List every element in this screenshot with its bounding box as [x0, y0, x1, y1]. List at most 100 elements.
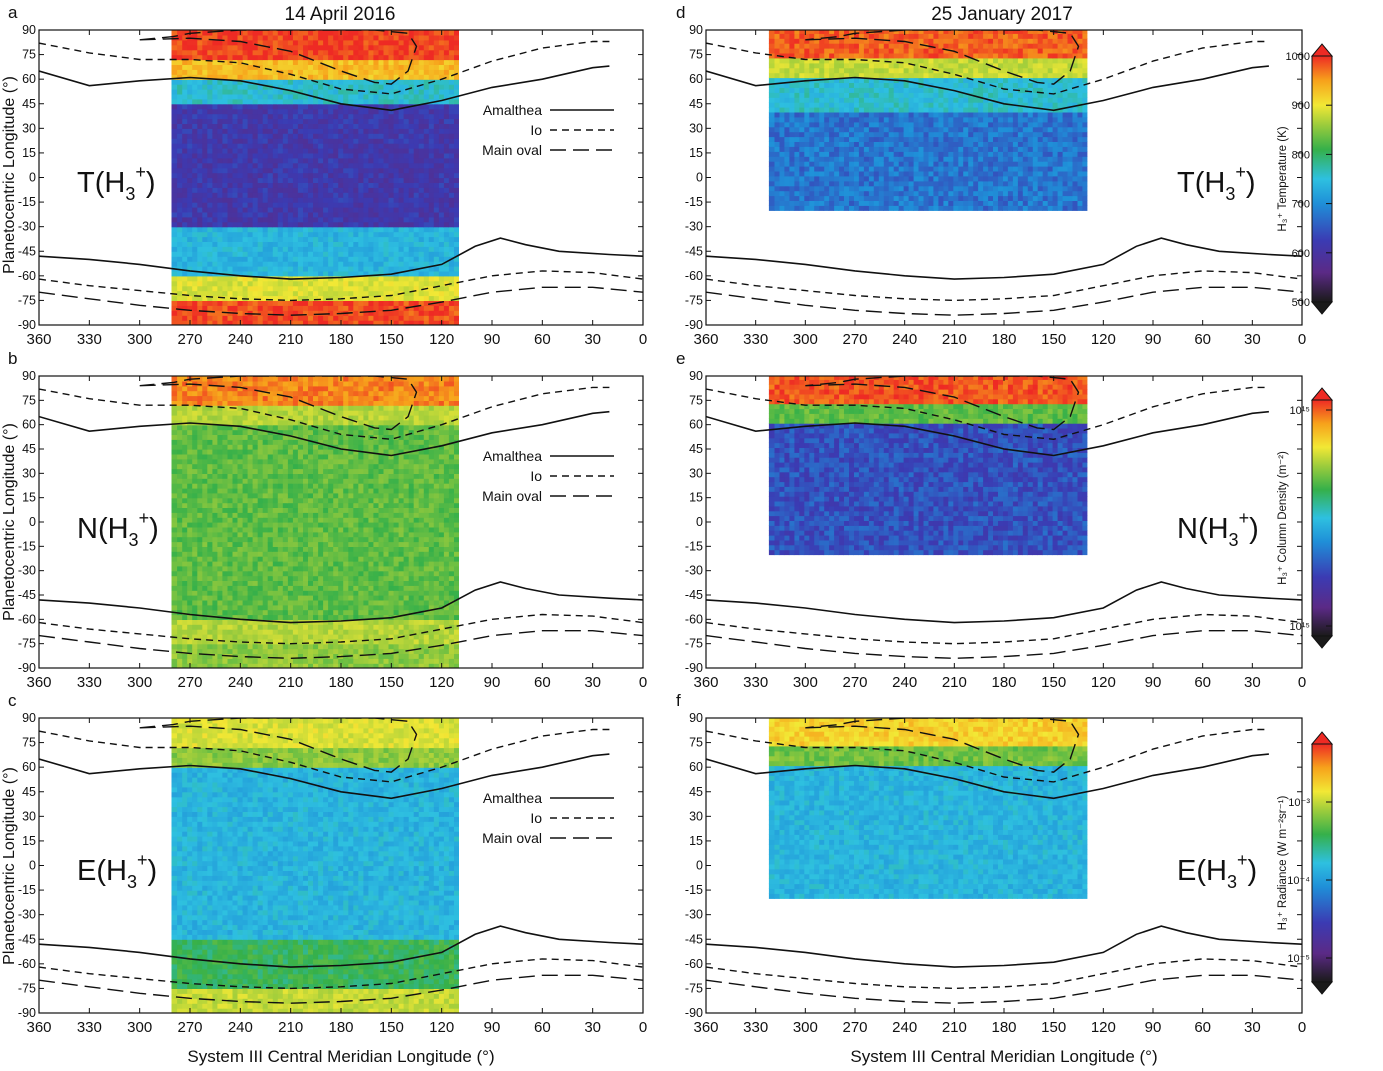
heatmap-cell [342, 157, 349, 164]
heatmap-cell [231, 595, 238, 601]
heatmap-cell [357, 590, 364, 596]
heatmap-cell [423, 604, 429, 611]
heatmap-cell [252, 93, 258, 100]
heatmap-cell [206, 84, 213, 90]
heatmap-cell [377, 84, 384, 90]
heatmap-cell [367, 663, 374, 668]
heatmap-cell [297, 541, 303, 547]
heatmap-cell [332, 103, 339, 110]
heatmap-cell [277, 103, 283, 110]
heatmap-cell [302, 197, 308, 203]
heatmap-cell [352, 157, 359, 164]
heatmap-cell [322, 44, 329, 51]
heatmap-cell [347, 241, 354, 247]
heatmap-cell [332, 197, 339, 203]
heatmap-cell [297, 167, 303, 174]
heatmap-cell [297, 148, 303, 154]
heatmap-cell [352, 54, 359, 61]
heatmap-cell [237, 595, 243, 601]
heatmap-cell [247, 113, 253, 120]
heatmap-cell [176, 570, 183, 577]
heatmap-cell [372, 585, 379, 591]
heatmap-cell [176, 221, 183, 228]
heatmap-cell [398, 251, 404, 257]
heatmap-cell [302, 261, 308, 267]
heatmap-cell [247, 580, 253, 586]
heatmap-cell [337, 580, 344, 586]
heatmap-cell [297, 211, 303, 218]
heatmap-cell [322, 177, 329, 183]
heatmap-cell [257, 207, 263, 213]
heatmap-cell [242, 93, 248, 100]
heatmap-cell [302, 604, 308, 611]
heatmap-cell [403, 595, 409, 601]
heatmap-cell [372, 192, 379, 198]
heatmap-cell [332, 69, 339, 75]
heatmap-cell [252, 187, 258, 193]
heatmap-cell [277, 546, 283, 552]
heatmap-cell [267, 560, 273, 567]
heatmap-cell [267, 604, 273, 611]
heatmap-cell [312, 89, 319, 95]
heatmap-cell [337, 570, 344, 577]
heatmap-cell [231, 261, 238, 267]
heatmap-cell [388, 575, 394, 581]
heatmap-cell [342, 560, 349, 567]
heatmap-cell [277, 187, 283, 193]
heatmap-cell [453, 315, 459, 321]
heatmap-cell [191, 84, 198, 90]
heatmap-cell [237, 295, 243, 301]
heatmap-cell [302, 310, 308, 316]
heatmap-cell [443, 541, 449, 547]
heatmap-cell [237, 226, 243, 233]
heatmap-cell [408, 266, 414, 272]
heatmap-cell [287, 197, 293, 203]
heatmap-cell [423, 290, 429, 297]
heatmap-cell [237, 44, 243, 51]
heatmap-cell [423, 619, 429, 625]
heatmap-cell [393, 231, 399, 238]
heatmap-cell [362, 580, 369, 586]
heatmap-cell [327, 295, 334, 301]
heatmap-cell [433, 629, 439, 635]
heatmap-cell [176, 270, 183, 277]
heatmap-cell [342, 251, 349, 257]
heatmap-cell [342, 192, 349, 198]
heatmap-cell [438, 658, 444, 664]
heatmap-cell [242, 595, 248, 601]
heatmap-cell [352, 648, 359, 654]
heatmap-cell [287, 221, 293, 228]
heatmap-cell [292, 629, 298, 635]
heatmap-cell [181, 172, 188, 179]
heatmap-cell [317, 34, 324, 41]
heatmap-cell [196, 138, 203, 144]
heatmap-cell [237, 638, 243, 645]
heatmap-cell [362, 648, 369, 654]
heatmap-cell [372, 648, 379, 654]
heatmap-cell [377, 138, 384, 144]
heatmap-cell [221, 585, 228, 591]
heatmap-cell [362, 633, 369, 640]
heatmap-cell [393, 658, 399, 664]
heatmap-cell [327, 575, 334, 581]
heatmap-cell [327, 261, 334, 267]
heatmap-cell [312, 251, 319, 257]
heatmap-cell [377, 285, 384, 292]
heatmap-cell [347, 162, 354, 169]
heatmap-cell [342, 172, 349, 179]
heatmap-cell [342, 320, 349, 325]
y-tick-label: -45 [18, 244, 36, 258]
heatmap-cell [438, 172, 444, 179]
heatmap-cell [267, 285, 273, 292]
heatmap-cell [231, 236, 238, 242]
heatmap-cell [448, 59, 454, 65]
heatmap-cell [332, 285, 339, 292]
heatmap-cell [418, 599, 424, 606]
heatmap-cell [302, 113, 308, 120]
heatmap-cell [302, 241, 308, 247]
heatmap-cell [201, 197, 208, 203]
heatmap-cell [403, 261, 409, 267]
heatmap-cell [418, 202, 424, 208]
heatmap-cell [393, 575, 399, 581]
heatmap-cell [448, 575, 454, 581]
